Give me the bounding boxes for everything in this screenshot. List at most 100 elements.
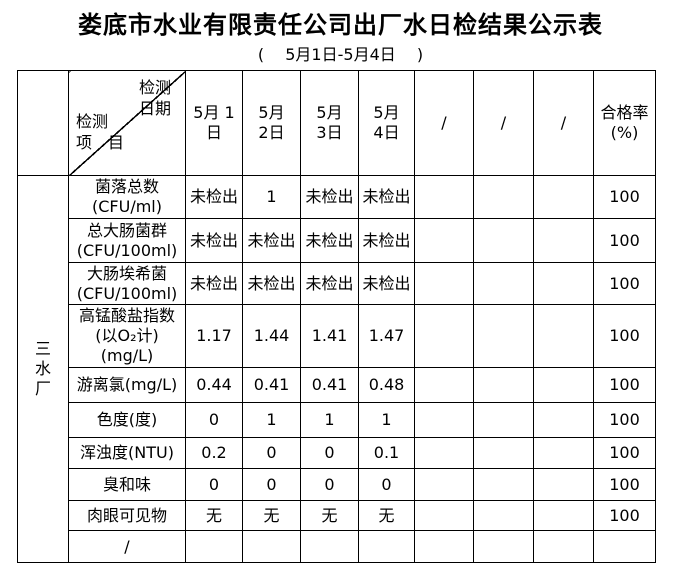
table-cell: 100 <box>593 468 656 501</box>
item-label: 色度(度) <box>68 402 186 438</box>
table-cell <box>414 218 474 263</box>
table-cell: 0.41 <box>300 367 359 403</box>
table-cell: 0 <box>300 468 359 501</box>
table-cell <box>300 530 359 563</box>
table-cell: 0.44 <box>185 367 243 403</box>
column-header-slash-3: / <box>533 70 594 176</box>
table-cell: 0 <box>185 402 243 438</box>
table-row-permanganate-index: 高锰酸盐指数 (以O₂计) (mg/L) 1.17 1.44 1.41 1.47… <box>18 304 656 368</box>
page-title: 娄底市水业有限责任公司出厂水日检结果公示表 <box>78 11 603 39</box>
table-cell: 1.17 <box>185 304 243 368</box>
table-cell: 1.41 <box>300 304 359 368</box>
table-row-total-coliforms: 总大肠菌群 (CFU/100ml) 未检出 未检出 未检出 未检出 100 <box>18 218 656 263</box>
plant-name-cell: 三 水 厂 <box>17 175 69 563</box>
table-cell: 未检出 <box>358 218 415 263</box>
table-row-free-chlorine: 游离氯(mg/L) 0.44 0.41 0.41 0.48 100 <box>18 367 656 403</box>
table-cell <box>473 218 534 263</box>
table-cell <box>473 367 534 403</box>
column-header-may3: 5月 3日 <box>300 70 359 176</box>
table-cell <box>533 218 594 263</box>
column-header-slash-1: / <box>414 70 474 176</box>
table-cell: 100 <box>593 218 656 263</box>
inspection-results-table: 检测 日期 检测 项 目 5月 1 日 5月 2日 5月 3日 5月 4日 / … <box>17 70 656 563</box>
table-cell: 未检出 <box>242 262 301 305</box>
table-row-e-coli: 大肠埃希菌 (CFU/100ml) 未检出 未检出 未检出 未检出 100 <box>18 262 656 305</box>
table-cell: 0 <box>358 468 415 501</box>
table-cell <box>473 262 534 305</box>
column-header-may2: 5月 2日 <box>242 70 301 176</box>
table-cell: 100 <box>593 262 656 305</box>
item-label: / <box>68 530 186 563</box>
item-label: 浑浊度(NTU) <box>68 437 186 469</box>
table-cell <box>533 175 594 219</box>
table-cell: 无 <box>242 500 301 531</box>
table-cell <box>414 530 474 563</box>
table-cell <box>473 304 534 368</box>
item-label: 总大肠菌群 (CFU/100ml) <box>68 218 186 263</box>
item-label: 高锰酸盐指数 (以O₂计) (mg/L) <box>68 304 186 368</box>
table-row-odor-taste: 臭和味 0 0 0 0 100 <box>18 468 656 501</box>
table-cell: 1 <box>300 402 359 438</box>
column-header-may1: 5月 1 日 <box>185 70 243 176</box>
table-cell: 无 <box>358 500 415 531</box>
header-date-label: 检测 日期 <box>138 78 171 118</box>
table-cell <box>473 437 534 469</box>
table-cell <box>533 367 594 403</box>
table-cell <box>473 175 534 219</box>
item-label: 游离氯(mg/L) <box>68 367 186 403</box>
table-row-turbidity: 浑浊度(NTU) 0.2 0 0 0.1 100 <box>18 437 656 469</box>
plant-header-cell <box>17 70 69 176</box>
item-label: 菌落总数 (CFU/ml) <box>68 175 186 219</box>
table-row-chromaticity: 色度(度) 0 1 1 1 100 <box>18 402 656 438</box>
table-cell: 未检出 <box>185 175 243 219</box>
table-cell: 0 <box>300 437 359 469</box>
table-row-visible-matter: 肉眼可见物 无 无 无 无 100 <box>18 500 656 531</box>
table-cell: 无 <box>300 500 359 531</box>
table-cell <box>533 262 594 305</box>
item-label: 臭和味 <box>68 468 186 501</box>
table-cell <box>414 468 474 501</box>
column-header-may4: 5月 4日 <box>358 70 415 176</box>
table-cell: 100 <box>593 304 656 368</box>
table-cell: 0 <box>242 437 301 469</box>
table-cell: 0.1 <box>358 437 415 469</box>
table-cell: 无 <box>185 500 243 531</box>
table-cell <box>358 530 415 563</box>
table-cell <box>242 530 301 563</box>
table-cell: 未检出 <box>300 218 359 263</box>
table-cell <box>414 402 474 438</box>
table-row-empty: / <box>18 530 656 563</box>
table-cell: 0.48 <box>358 367 415 403</box>
item-label: 大肠埃希菌 (CFU/100ml) <box>68 262 186 305</box>
table-cell: 未检出 <box>358 262 415 305</box>
table-cell <box>414 304 474 368</box>
table-header-row: 检测 日期 检测 项 目 5月 1 日 5月 2日 5月 3日 5月 4日 / … <box>17 70 656 176</box>
table-cell <box>533 500 594 531</box>
item-label: 肉眼可见物 <box>68 500 186 531</box>
table-cell: 未检出 <box>300 262 359 305</box>
table-cell: 0.2 <box>185 437 243 469</box>
table-cell: 100 <box>593 367 656 403</box>
date-range-subtitle: ( 5月1日-5月4日 ) <box>257 45 424 65</box>
table-cell <box>533 468 594 501</box>
table-cell: 100 <box>593 175 656 219</box>
table-cell <box>473 468 534 501</box>
table-cell: 未检出 <box>185 262 243 305</box>
table-cell <box>473 530 534 563</box>
column-header-pass-rate: 合格率 (%) <box>593 70 656 176</box>
table-cell <box>414 367 474 403</box>
table-cell: 未检出 <box>300 175 359 219</box>
table-cell: 未检出 <box>242 218 301 263</box>
table-cell <box>593 530 656 563</box>
table-cell <box>533 304 594 368</box>
table-cell: 未检出 <box>185 218 243 263</box>
table-cell: 未检出 <box>358 175 415 219</box>
diagonal-header-cell: 检测 日期 检测 项 目 <box>68 70 186 176</box>
table-cell: 0 <box>242 468 301 501</box>
table-cell <box>533 402 594 438</box>
header-item-label: 检测 项 目 <box>76 112 125 153</box>
table-cell: 1.47 <box>358 304 415 368</box>
table-cell: 1.44 <box>242 304 301 368</box>
table-cell: 0.41 <box>242 367 301 403</box>
